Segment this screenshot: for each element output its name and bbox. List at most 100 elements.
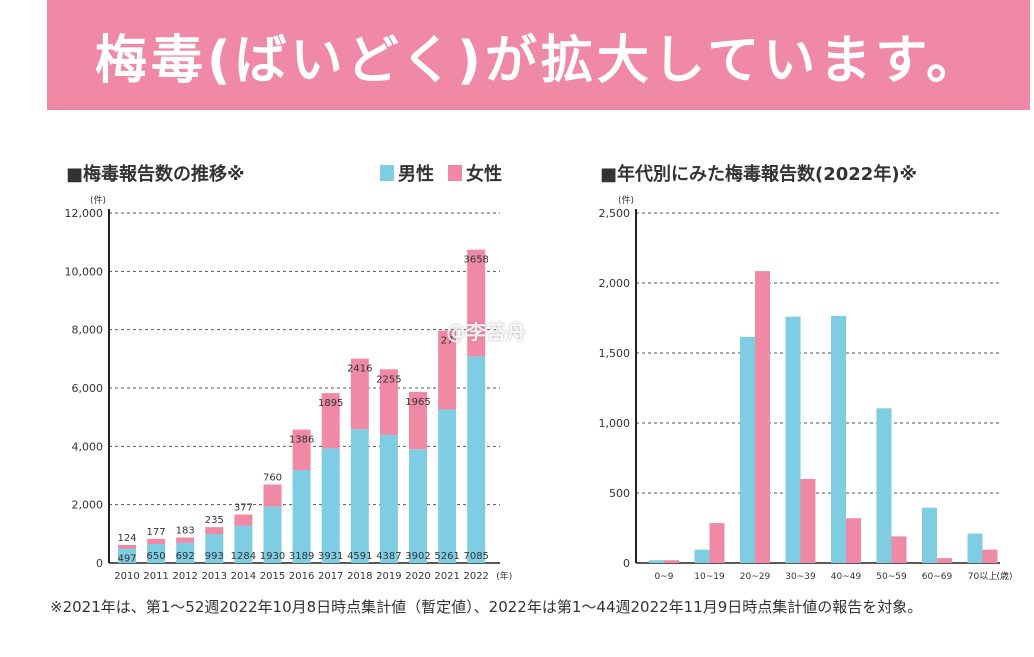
chart1-xtick-label: 2021 bbox=[434, 571, 459, 582]
chart1-label-male: 692 bbox=[176, 551, 195, 562]
chart1-ytick-label: 2,000 bbox=[72, 499, 104, 512]
chart2-bar-female bbox=[846, 518, 861, 563]
chart1-label-female: 183 bbox=[176, 525, 195, 536]
chart1-title: ■梅毒報告数の推移※ bbox=[66, 164, 245, 185]
chart1-bar-female bbox=[321, 393, 340, 449]
chart2-xtick-label: 0~9 bbox=[655, 572, 674, 582]
chart1-label-male: 993 bbox=[205, 551, 224, 562]
chart2-bar-male bbox=[649, 560, 664, 563]
chart2-bar-male bbox=[694, 549, 710, 563]
chart1-bar-male bbox=[176, 542, 195, 563]
chart1-bar-male bbox=[292, 469, 311, 563]
chart2-ytick-label: 2,000 bbox=[599, 277, 631, 290]
chart1-xtick-label: 2017 bbox=[318, 571, 343, 582]
chart1-label-female: 124 bbox=[117, 533, 136, 544]
chart1-xtick-label: 2011 bbox=[143, 571, 168, 582]
chart1-bar-female bbox=[350, 358, 369, 430]
chart2-xtick-label: 40~49 bbox=[831, 572, 862, 582]
chart1-bar-male bbox=[147, 544, 166, 563]
chart2-xtick-label: 50~59 bbox=[876, 572, 907, 582]
chart2-bar-male bbox=[967, 533, 983, 563]
chart1-xtick-label: 2010 bbox=[114, 571, 139, 582]
chart1-xtick-label: 2012 bbox=[172, 571, 197, 582]
chart1-label-male: 650 bbox=[147, 551, 166, 562]
chart1-ytick-label: 12,000 bbox=[65, 207, 104, 220]
banner-title: 梅毒(ばいどく)が拡大しています。 bbox=[94, 30, 983, 91]
chart1-xtick-label: 2014 bbox=[231, 571, 256, 582]
chart2-ytick-label: 1,000 bbox=[599, 417, 631, 430]
chart1-bar-female bbox=[409, 391, 427, 450]
chart2-ylabel: (件) bbox=[618, 194, 634, 206]
chart1-label-female: 760 bbox=[263, 473, 282, 484]
chart1-ytick-label: 10,000 bbox=[65, 265, 104, 278]
chart2-xtick-label: 70以上 bbox=[968, 571, 997, 582]
chart2-xtick-label: 30~39 bbox=[785, 572, 816, 582]
legend-label-male: 男性 bbox=[398, 164, 434, 185]
chart1-label-male: 1930 bbox=[260, 551, 285, 562]
chart1-ytick-label: 8,000 bbox=[72, 324, 104, 337]
chart1-label-female: 27 bbox=[441, 336, 454, 347]
legend-item-male: 男性 bbox=[380, 160, 434, 186]
chart1-label-male: 3931 bbox=[318, 551, 343, 562]
chart2-xtick-label: 20~29 bbox=[740, 572, 771, 582]
chart1-bar-male bbox=[205, 534, 224, 563]
chart1-bar-male bbox=[350, 429, 369, 563]
chart1-xunit: (年) bbox=[496, 570, 512, 582]
chart1-bar-male bbox=[234, 525, 253, 563]
chart2-bar-male bbox=[922, 507, 937, 563]
chart1-xtick-label: 2018 bbox=[347, 571, 372, 582]
chart2-bar-male bbox=[785, 316, 801, 563]
chart1-label-male: 5261 bbox=[434, 551, 459, 562]
chart1-label-female: 1386 bbox=[289, 435, 314, 446]
chart1-label-female: 1895 bbox=[318, 398, 343, 409]
chart2-bar-male bbox=[831, 315, 846, 563]
chart2-bar-female bbox=[891, 536, 907, 563]
chart1-label-male: 3189 bbox=[289, 551, 314, 562]
chart1-bar-female bbox=[118, 544, 136, 549]
chart1-label-female: 3658 bbox=[463, 255, 488, 266]
chart1-bar-female bbox=[379, 369, 398, 436]
chart2-title: ■年代別にみた梅毒報告数(2022年)※ bbox=[600, 164, 918, 185]
chart1-bar-female bbox=[467, 249, 486, 357]
chart1-label-male: 3902 bbox=[405, 551, 430, 562]
chart1-label-male: 7085 bbox=[463, 551, 488, 562]
chart1-label-female: 235 bbox=[205, 515, 224, 526]
chart2-bar-female bbox=[800, 479, 816, 563]
chart1-bar-female bbox=[234, 514, 253, 526]
chart1-label-male: 4387 bbox=[376, 551, 401, 562]
chart1-ylabel: (件) bbox=[90, 194, 106, 206]
chart1-bar-male bbox=[467, 356, 486, 563]
chart1-label-female: 2416 bbox=[347, 364, 372, 375]
chart1-bar-male bbox=[438, 409, 457, 563]
chart1-label-female: 377 bbox=[234, 503, 253, 514]
chart1-label-male: 4591 bbox=[347, 551, 372, 562]
chart1-bar-female bbox=[205, 527, 224, 535]
chart1-bar-male bbox=[379, 435, 398, 563]
chart2-ytick-label: 2,500 bbox=[599, 207, 631, 220]
chart2-ytick-label: 1,500 bbox=[599, 347, 631, 360]
chart1-label-female: 1965 bbox=[405, 397, 430, 408]
chart2-xtick-label: 60~69 bbox=[922, 572, 953, 582]
chart2-xunit: (歳) bbox=[997, 570, 1013, 582]
footnote: ※2021年は、第1〜52週2022年10月8日時点集計値（暫定値）、2022年… bbox=[50, 598, 923, 616]
chart1-bar-female bbox=[292, 429, 311, 470]
chart2-bar-female bbox=[755, 271, 770, 563]
chart1-ytick-label: 4,000 bbox=[72, 440, 104, 453]
chart2-bar-male bbox=[740, 336, 755, 563]
chart2-ytick-label: 0 bbox=[623, 557, 630, 570]
watermark: @李苔舟 bbox=[446, 320, 526, 344]
title-banner: 梅毒(ばいどく)が拡大しています。 bbox=[47, 0, 1030, 110]
chart1-bar-female bbox=[176, 537, 195, 543]
chart1-bar-female bbox=[438, 330, 457, 410]
chart1-xtick-label: 2019 bbox=[376, 571, 401, 582]
chart1-bar-female bbox=[147, 538, 166, 545]
chart1-ytick-label: 6,000 bbox=[72, 382, 104, 395]
chart1-label-female: 177 bbox=[147, 527, 166, 538]
chart1-bar-male bbox=[118, 548, 136, 563]
chart1-xtick-label: 2022 bbox=[463, 571, 488, 582]
chart1-bar-male bbox=[409, 449, 427, 563]
chart1-xtick-label: 2016 bbox=[289, 571, 314, 582]
legend-swatch-female bbox=[448, 165, 462, 181]
